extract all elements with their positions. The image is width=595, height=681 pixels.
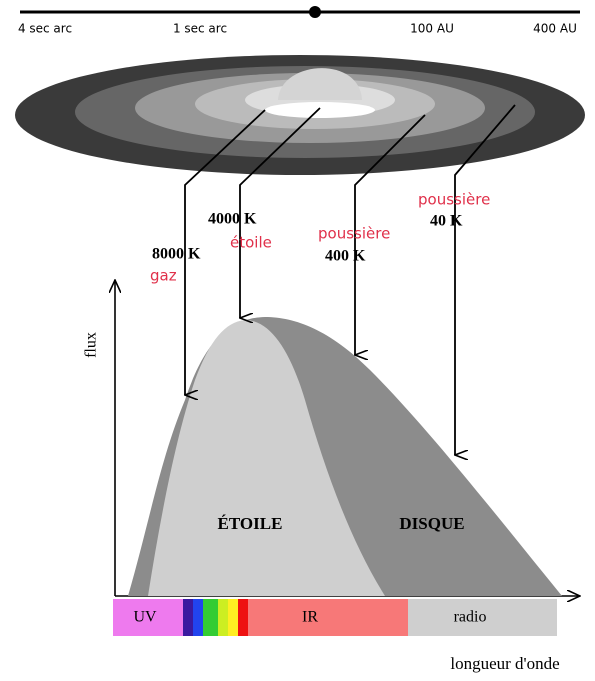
scale-label: 400 AU [533,22,577,36]
scale-label: 1 sec arc [173,22,227,36]
y-axis-label: flux [83,332,100,358]
band-label: UV [133,609,157,626]
arrows [185,104,516,455]
spectrum-bar [113,599,557,636]
disk-image [15,55,585,175]
band-label: IR [302,609,318,626]
scale-center [309,6,321,18]
scale-label: 100 AU [410,22,454,36]
region-label: DISQUE [399,514,464,533]
star-curve [148,320,385,596]
temp-label: 4000 K [208,211,257,228]
source-label: gaz [150,267,177,285]
source-label: étoile [230,234,272,252]
region-label: ÉTOILE [218,514,283,533]
temp-label: 8000 K [152,246,201,263]
source-label: poussière [318,225,390,243]
temp-label: 400 K [325,248,366,265]
x-axis-label: longueur d'onde [450,654,559,673]
scale-label: 4 sec arc [18,22,72,36]
temp-label: 40 K [430,213,463,230]
source-label: poussière [418,191,490,209]
band-label: radio [454,609,487,626]
